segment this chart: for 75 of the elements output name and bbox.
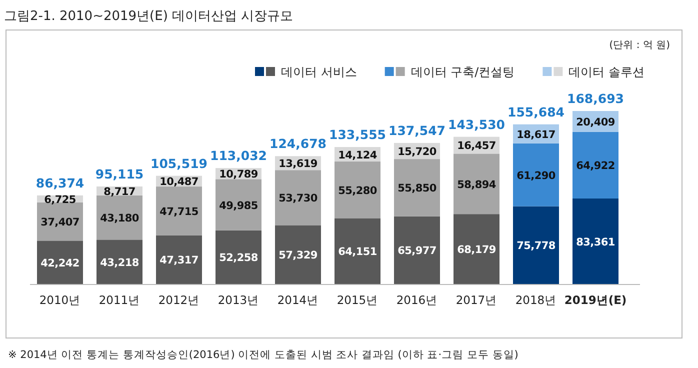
data-label: 43,180 — [100, 212, 139, 225]
x-tick-label: 2014년 — [277, 293, 319, 307]
bar — [37, 240, 83, 284]
bar — [334, 162, 380, 218]
data-label: 58,894 — [457, 178, 496, 191]
total-label: 86,374 — [36, 175, 84, 190]
data-label: 47,317 — [160, 254, 198, 267]
data-label: 55,280 — [338, 184, 377, 197]
total-label: 143,530 — [448, 116, 506, 132]
bar — [216, 179, 262, 230]
x-tick-label: 2012년 — [158, 293, 200, 307]
data-label: 15,720 — [398, 146, 436, 158]
data-label: 16,457 — [457, 140, 496, 152]
data-label: 6,725 — [44, 194, 76, 206]
x-tick-label: 2010년 — [39, 293, 81, 307]
data-label: 18,617 — [516, 128, 556, 141]
bar — [96, 240, 142, 284]
data-label: 65,977 — [398, 245, 436, 258]
legend-label: 데이터 서비스 — [281, 65, 357, 79]
data-label: 13,619 — [278, 158, 318, 170]
bar — [156, 186, 202, 236]
data-label: 10,487 — [160, 176, 198, 188]
bar — [513, 206, 559, 284]
data-label: 20,409 — [576, 116, 615, 128]
bar — [572, 132, 618, 199]
x-tick-label: 2015년 — [336, 293, 378, 307]
data-label: 42,242 — [40, 257, 80, 270]
bar — [334, 218, 380, 284]
bar — [156, 235, 202, 284]
total-label: 113,032 — [210, 148, 267, 164]
bar — [454, 214, 500, 284]
bar — [275, 170, 321, 226]
data-label: 53,730 — [278, 192, 318, 205]
data-label: 64,151 — [338, 246, 377, 258]
legend-label: 데이터 구축/컨설팅 — [410, 65, 515, 79]
data-label: 55,850 — [398, 182, 436, 195]
bar — [275, 225, 321, 284]
text: ※ 2014년 이전 통계는 통계작성승인(2016년) 이전에 도출된 시범 조사 결과임 (이하 표·그림 모두 동일) — [8, 349, 518, 361]
bar — [513, 143, 559, 206]
data-label: 75,778 — [516, 240, 556, 252]
data-label: 57,329 — [278, 250, 318, 262]
data-label: 68,179 — [457, 244, 496, 256]
x-tick-label: 2019년(E) — [564, 293, 627, 307]
bar — [96, 195, 142, 240]
x-tick-label: 2016년 — [396, 293, 438, 307]
legend-label: 데이터 솔루션 — [568, 65, 645, 79]
data-label: 47,715 — [160, 206, 198, 218]
bar — [454, 154, 500, 214]
bar — [216, 230, 262, 284]
text: (단위 : 억 원) — [609, 40, 670, 51]
data-label: 64,922 — [576, 160, 615, 172]
total-label: 124,678 — [270, 136, 326, 152]
data-label: 61,290 — [516, 170, 556, 182]
bar — [394, 159, 440, 216]
data-label: 14,124 — [338, 149, 377, 162]
data-label: 52,258 — [219, 252, 258, 264]
data-label: 10,789 — [219, 168, 258, 181]
total-label: 155,684 — [508, 104, 565, 120]
data-label: 49,985 — [219, 200, 258, 212]
data-label: 8,717 — [104, 186, 136, 198]
total-label: 168,693 — [567, 91, 624, 106]
x-tick-label: 2018년 — [515, 293, 557, 307]
data-label: 83,361 — [576, 236, 615, 248]
bar — [572, 198, 618, 284]
total-label: 105,519 — [150, 156, 208, 171]
bar — [394, 216, 440, 284]
total-label: 137,547 — [388, 122, 446, 138]
total-label: 133,555 — [329, 127, 386, 142]
x-tick-label: 2013년 — [218, 293, 260, 307]
data-label: 43,218 — [100, 256, 139, 269]
chart-title: 그림2-1. 2010~2019년(E) 데이터산업 시장규모 — [4, 9, 294, 24]
total-label: 95,115 — [95, 166, 144, 182]
data-label: 37,407 — [40, 216, 80, 228]
x-tick-label: 2011년 — [98, 293, 140, 307]
x-tick-label: 2017년 — [456, 293, 498, 307]
